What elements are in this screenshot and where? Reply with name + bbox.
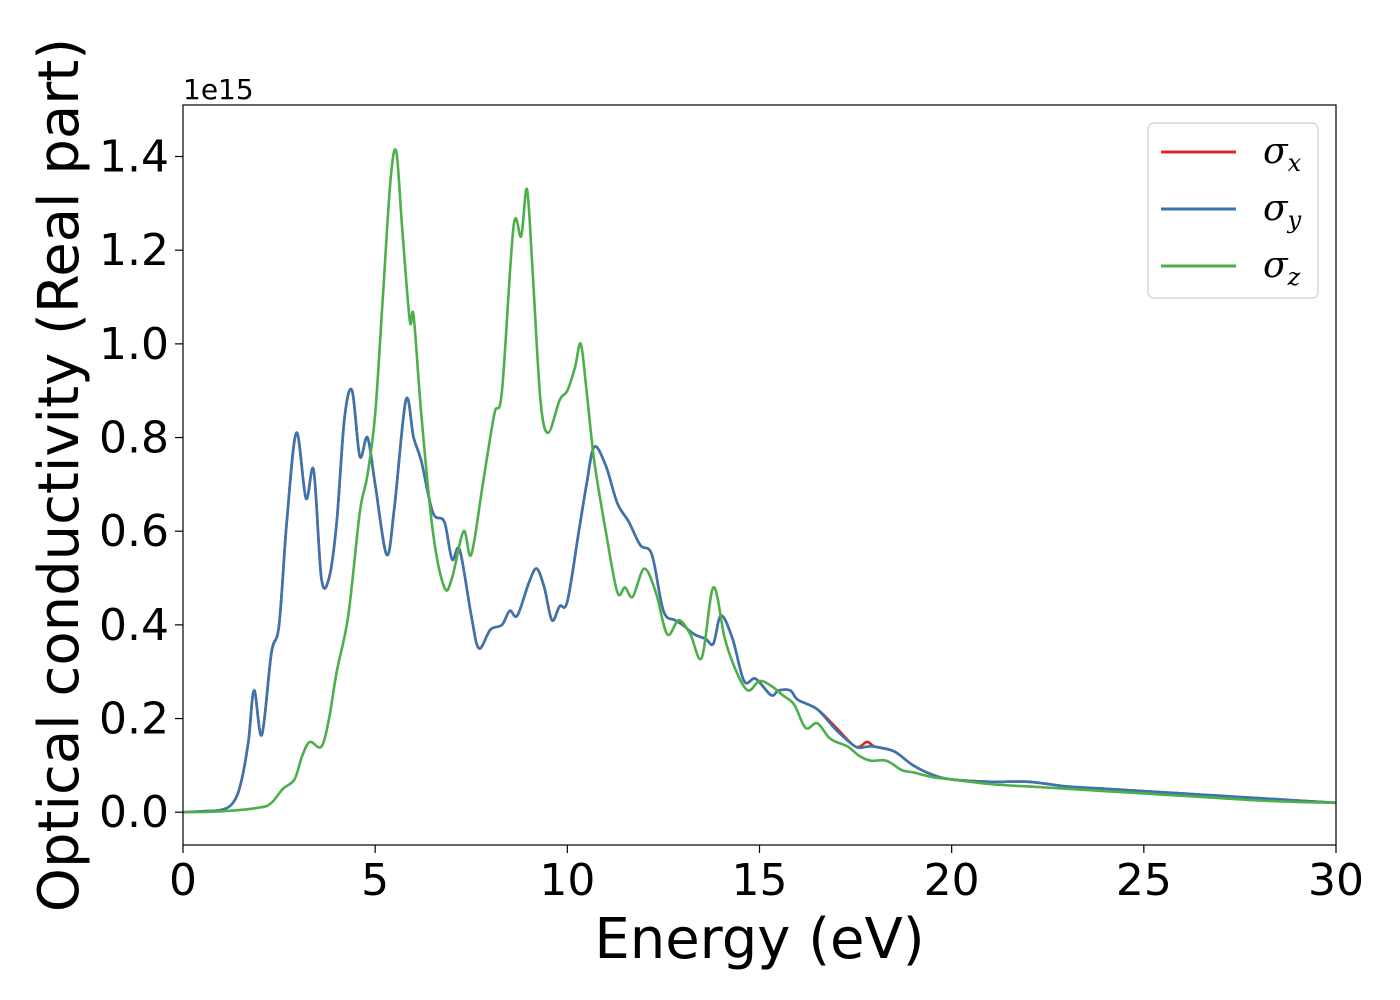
legend-label-x: σx — [1263, 131, 1302, 177]
x-axis-title: Energy (eV) — [594, 907, 924, 972]
y-axis-title: Optical conductivity (Real part) — [27, 38, 92, 912]
y-tick-label: 0.4 — [99, 600, 169, 651]
x-tick-label: 10 — [539, 855, 595, 906]
x-tick-label: 15 — [732, 855, 788, 906]
legend-subscript: x — [1288, 149, 1302, 177]
legend-symbol: σ — [1263, 245, 1289, 286]
x-tick-label: 25 — [1116, 855, 1172, 906]
y-tick-label: 0.0 — [99, 787, 169, 838]
y-tick-label: 1.4 — [99, 132, 169, 183]
y-tick-label: 0.2 — [99, 694, 169, 745]
x-tick-label: 30 — [1308, 855, 1364, 906]
y-tick-label: 1.0 — [99, 319, 169, 370]
legend-label-z: σz — [1263, 245, 1301, 291]
x-axis-ticks: 0 5 10 15 20 25 30 — [169, 845, 1364, 906]
y-tick-label: 0.6 — [99, 506, 169, 557]
y-tick-label: 0.8 — [99, 413, 169, 464]
legend-subscript: y — [1287, 206, 1302, 234]
x-tick-label: 0 — [169, 855, 197, 906]
y-axis-offset-label: 1e15 — [183, 73, 254, 106]
legend-subscript: z — [1287, 263, 1301, 291]
y-axis-ticks: 0.0 0.2 0.4 0.6 0.8 1.0 1.2 1.4 — [99, 132, 183, 838]
legend-symbol: σ — [1263, 131, 1289, 172]
y-tick-label: 1.2 — [99, 225, 169, 276]
legend-symbol: σ — [1263, 188, 1289, 229]
series-layer — [183, 148, 1336, 814]
series-line-y — [183, 387, 1336, 814]
legend-label-y: σy — [1263, 188, 1302, 234]
series-line-z — [183, 148, 1336, 814]
x-tick-label: 20 — [924, 855, 980, 906]
x-tick-label: 5 — [361, 855, 389, 906]
series-line-x — [183, 387, 1336, 814]
